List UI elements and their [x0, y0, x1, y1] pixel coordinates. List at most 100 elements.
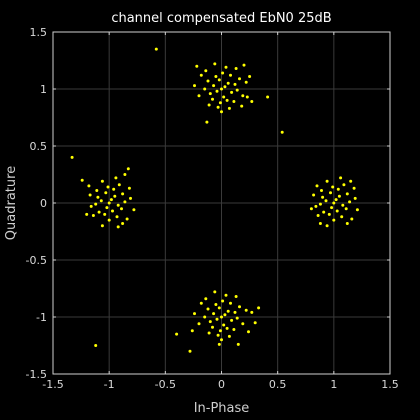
data-point — [318, 202, 322, 206]
data-point — [129, 196, 132, 200]
data-point — [325, 224, 329, 228]
data-point — [236, 342, 240, 346]
data-point — [199, 73, 203, 77]
data-point — [112, 187, 116, 191]
data-point — [227, 106, 231, 110]
data-point — [248, 75, 252, 78]
data-point — [214, 75, 218, 78]
data-point — [188, 349, 192, 353]
data-point — [217, 342, 221, 346]
data-point — [154, 47, 158, 51]
data-point — [115, 215, 119, 219]
data-point — [220, 110, 223, 114]
data-point — [127, 186, 131, 190]
data-point — [94, 202, 98, 206]
data-point — [121, 222, 125, 225]
data-point — [117, 183, 121, 187]
data-point — [212, 312, 216, 316]
data-point — [325, 179, 329, 183]
data-point — [70, 155, 74, 159]
data-point — [220, 338, 223, 342]
data-point — [121, 192, 125, 196]
chart-title: channel compensated EbN0 25dB — [111, 11, 331, 26]
data-point — [221, 71, 225, 75]
data-point — [197, 322, 201, 326]
data-point — [316, 214, 320, 217]
data-point — [232, 328, 236, 331]
data-point — [193, 312, 196, 316]
data-point — [355, 208, 359, 212]
data-point — [208, 320, 212, 324]
data-point — [218, 329, 222, 333]
data-point — [229, 301, 232, 305]
data-point — [222, 95, 226, 99]
data-point — [247, 330, 250, 334]
data-point — [116, 225, 120, 229]
data-point — [96, 195, 100, 199]
data-point — [330, 206, 334, 210]
data-point — [324, 199, 328, 203]
data-point — [345, 222, 349, 225]
data-point — [341, 203, 345, 207]
data-point — [217, 78, 221, 82]
y-tick-labels: -1.5 -1 -0.5 0 0.5 1 1.5 — [26, 26, 47, 381]
data-point — [207, 103, 211, 107]
data-point — [225, 98, 229, 102]
data-point — [241, 94, 245, 98]
data-point — [220, 87, 223, 91]
data-point — [315, 184, 319, 188]
data-point — [280, 130, 284, 134]
data-point — [250, 100, 254, 103]
x-tick-label: -0.5 — [155, 378, 176, 391]
x-tick-label: -1.5 — [42, 378, 63, 391]
scatter-points — [70, 47, 359, 353]
data-point — [195, 64, 199, 68]
data-point — [97, 210, 101, 214]
data-point — [80, 178, 84, 182]
data-point — [238, 305, 241, 309]
data-point — [232, 100, 236, 103]
data-point — [334, 198, 338, 202]
data-point — [190, 329, 194, 333]
data-point — [213, 62, 217, 66]
data-point — [116, 203, 120, 207]
data-point — [234, 295, 238, 298]
data-point — [224, 293, 228, 297]
data-point — [99, 199, 103, 203]
data-point — [337, 194, 341, 198]
data-point — [215, 317, 219, 321]
data-point — [250, 310, 254, 314]
data-point — [245, 95, 249, 99]
x-axis-label: In-Phase — [194, 401, 250, 416]
data-point — [213, 290, 217, 294]
data-point — [126, 167, 130, 171]
data-point — [238, 77, 241, 81]
data-point — [206, 307, 210, 311]
data-point — [105, 206, 109, 210]
data-point — [91, 214, 95, 217]
data-point — [235, 88, 239, 92]
data-point — [241, 322, 245, 326]
data-point — [204, 297, 208, 301]
data-point — [95, 189, 99, 192]
data-point — [225, 326, 229, 330]
data-point — [216, 105, 220, 109]
data-point — [242, 63, 246, 67]
y-tick-label: 1.5 — [30, 26, 48, 39]
y-tick-label: 0 — [40, 197, 47, 210]
data-point — [340, 215, 344, 219]
data-point — [339, 176, 343, 180]
y-tick-label: -0.5 — [26, 254, 47, 267]
data-point — [222, 323, 226, 327]
data-point — [216, 333, 220, 337]
data-point — [175, 332, 179, 336]
data-point — [344, 207, 348, 211]
data-point — [327, 212, 331, 216]
data-point — [125, 217, 129, 221]
data-point — [207, 331, 211, 335]
data-point — [206, 79, 210, 83]
data-point — [335, 209, 339, 213]
y-axis-label: Quadrature — [4, 166, 19, 240]
